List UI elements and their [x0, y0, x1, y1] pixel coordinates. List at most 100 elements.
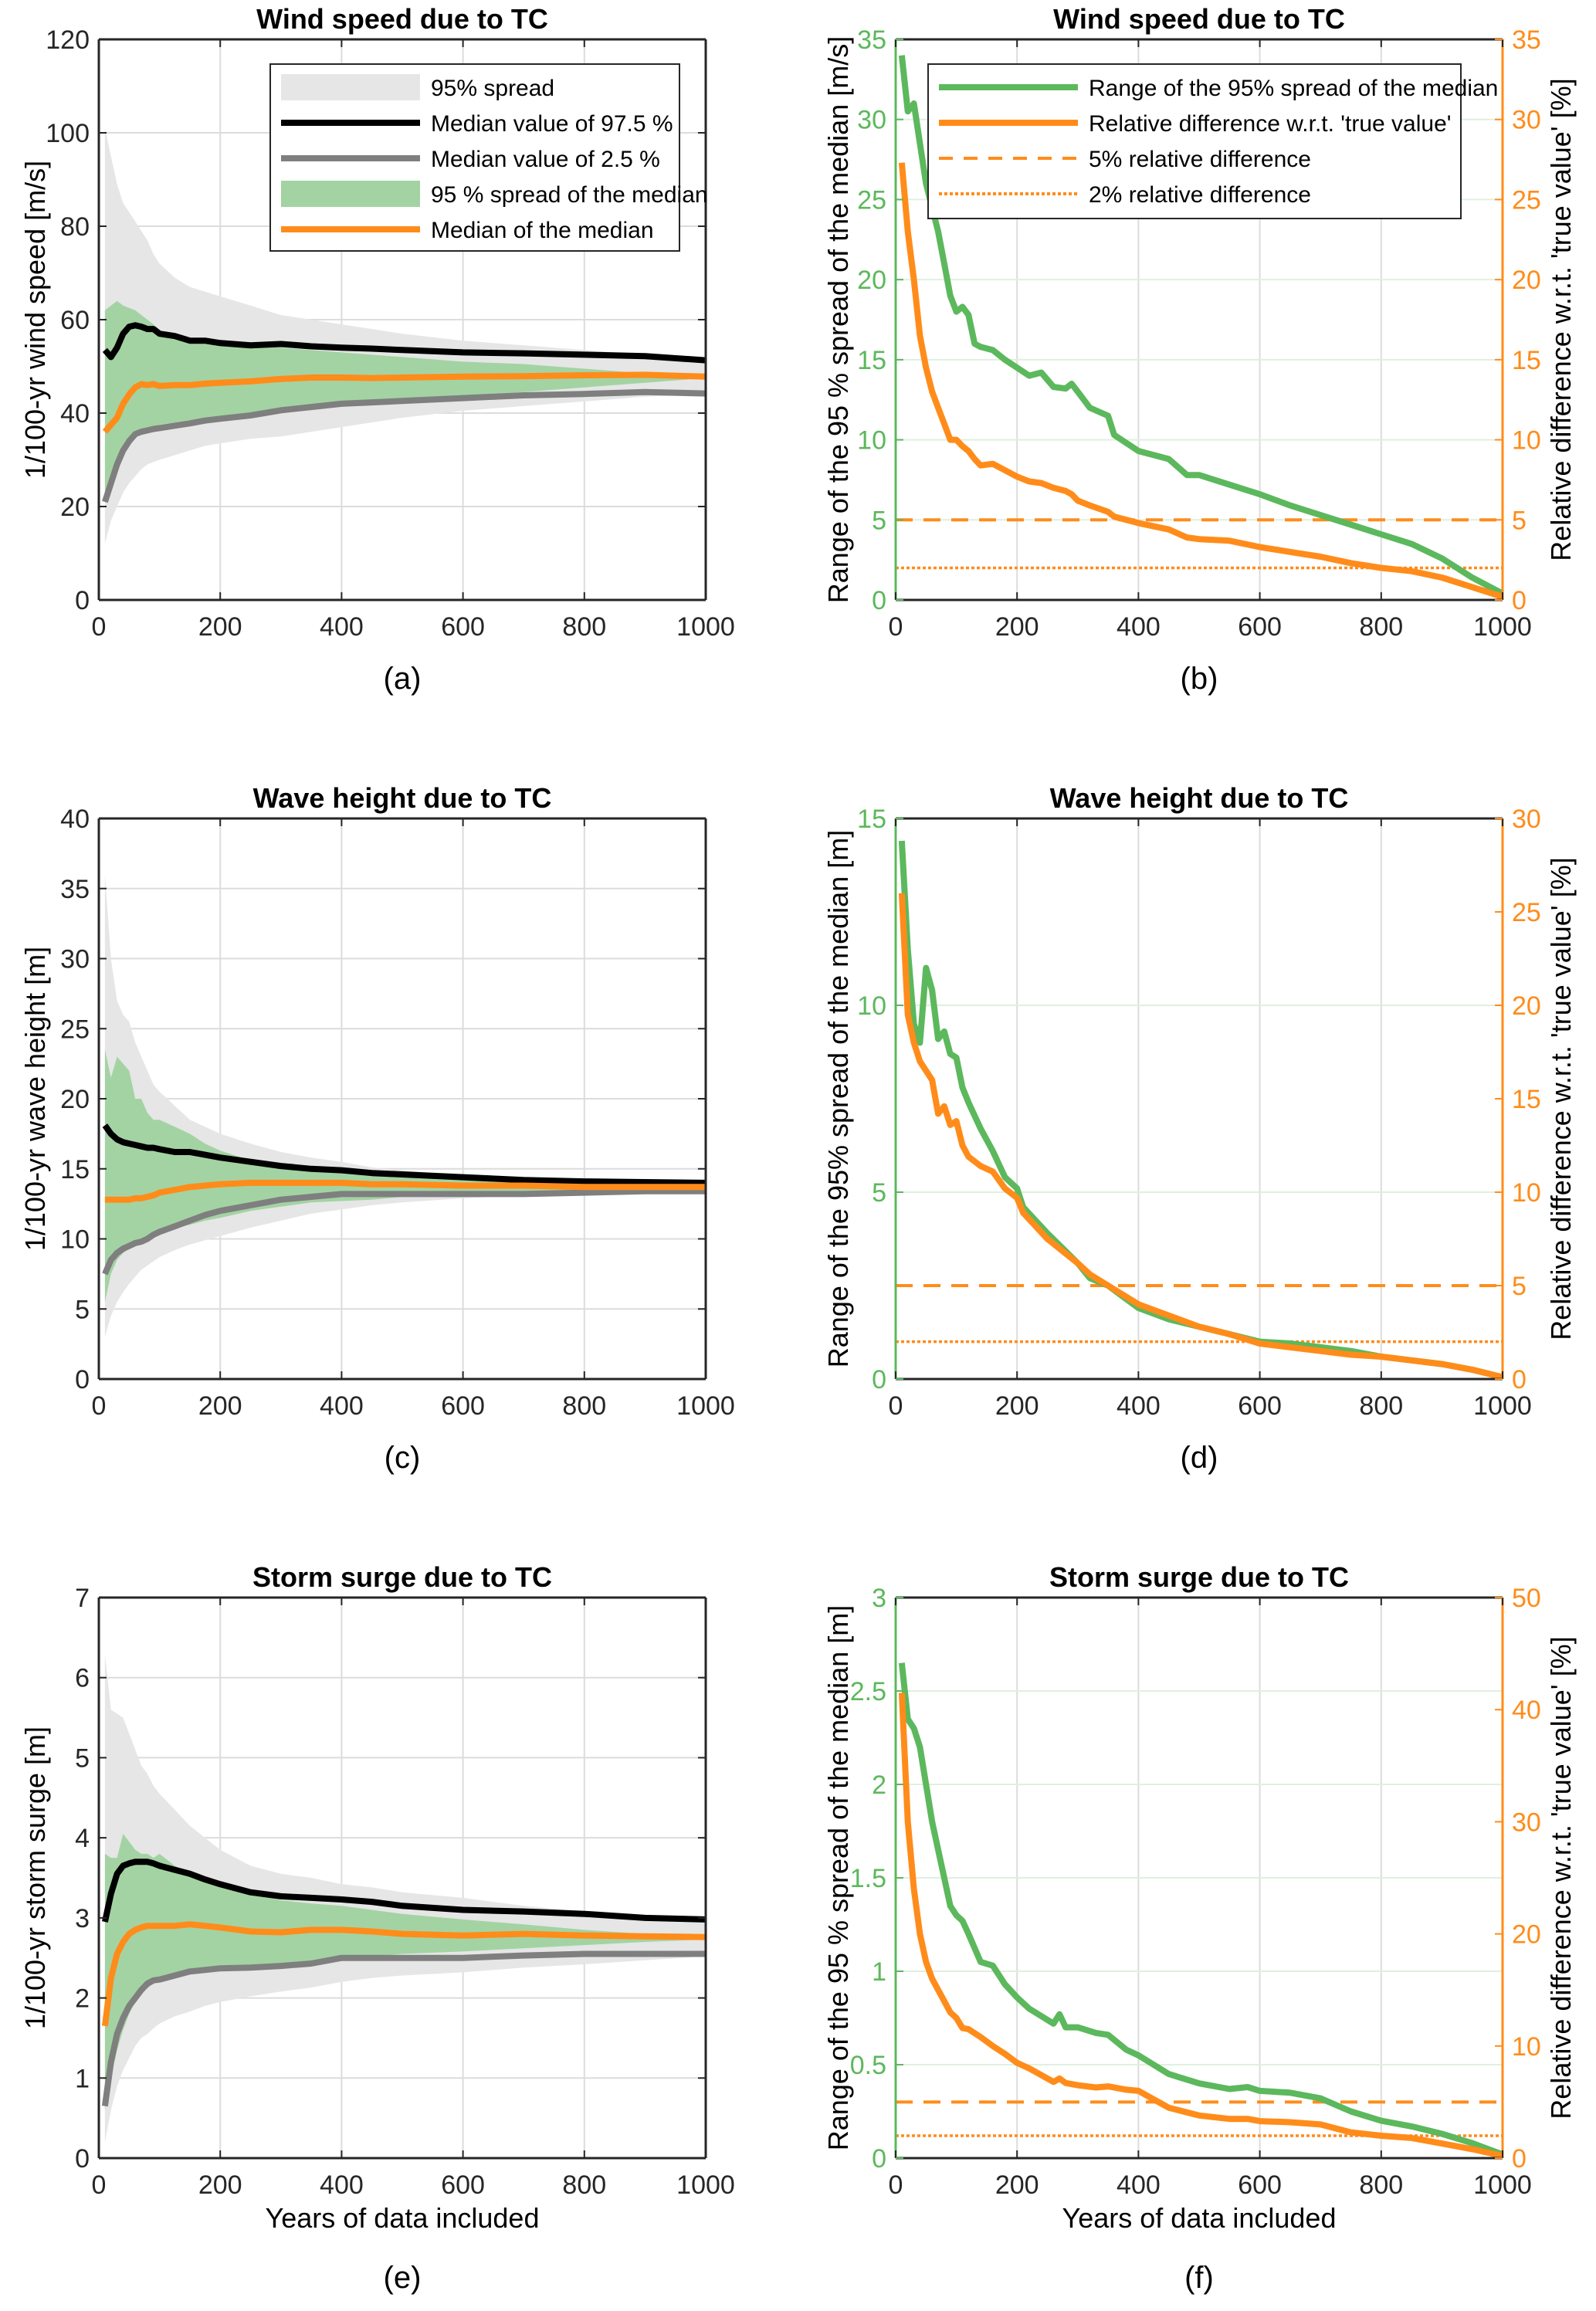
y-tick-label: 40 — [60, 399, 90, 429]
y-tick-label-right: 30 — [1512, 805, 1541, 834]
panel-label: (d) — [1181, 1441, 1218, 1475]
panel-b: 0 200 400 600 800 100005101520253035051015202… — [822, 3, 1577, 696]
y-tick-label: 35 — [60, 875, 90, 904]
y-axis-label: 1/100-yr wave height [m] — [19, 947, 51, 1251]
x-tick-label: 200 — [198, 2170, 242, 2200]
y-tick-label-right: 20 — [1512, 991, 1541, 1021]
legend-label: 5% relative difference — [1089, 147, 1311, 172]
y-tick-label: 1.5 — [850, 1864, 886, 1893]
y-tick-label: 1 — [872, 1957, 886, 1987]
y-tick-label: 15 — [60, 1155, 90, 1184]
series-line-orange — [898, 1693, 1503, 2160]
band-95-spread-of-median — [104, 1834, 706, 2110]
y-tick-label: 10 — [60, 1225, 90, 1255]
x-tick-label: 200 — [198, 612, 242, 642]
y-tick-label: 5 — [75, 1743, 90, 1773]
y-tick-label-right: 20 — [1512, 266, 1541, 295]
y-tick-label: 0 — [872, 2144, 886, 2174]
y-tick-label: 80 — [60, 212, 90, 242]
legend-swatch-spread95 — [281, 74, 420, 100]
plot-area — [896, 818, 1503, 1379]
y-tick-label-right: 5 — [1512, 506, 1527, 535]
band-95-spread — [104, 128, 706, 544]
y-tick-label-right: 20 — [1512, 1920, 1541, 1950]
y-tick-label: 0 — [75, 2144, 90, 2174]
y-axis-label: 1/100-yr wind speed [m/s] — [19, 161, 51, 479]
x-tick-label: 1000 — [1473, 1391, 1532, 1421]
x-tick-label: 400 — [320, 612, 364, 642]
x-tick-label: 200 — [995, 2170, 1039, 2200]
series-line-black — [102, 1123, 707, 1186]
x-tick-label: 1000 — [1473, 2170, 1532, 2200]
x-tick-label: 0 — [92, 1391, 107, 1421]
legend-label: Median of the median — [431, 218, 654, 243]
panel-e: 0 200 400 600 800 1000 0 1 2 3 4 5 6 7 Storm surge due… — [19, 1561, 735, 2295]
legend: Range of the 95% spread of the median Rel… — [927, 63, 1498, 219]
y-tick-label-right: 30 — [1512, 106, 1541, 135]
series-line-gray — [102, 1188, 706, 1276]
y-tick-label: 30 — [857, 106, 886, 135]
y-tick-label: 20 — [60, 1085, 90, 1114]
band-95-spread — [104, 1653, 706, 2143]
series-line-black — [102, 322, 707, 364]
y-tick-label: 15 — [857, 346, 886, 375]
panel-label: (f) — [1184, 2261, 1214, 2295]
y-tick-label-right: 15 — [1512, 346, 1541, 375]
y-tick-label: 25 — [60, 1015, 90, 1044]
y-tick-label: 5 — [872, 506, 886, 535]
y-tick-label-right: 30 — [1512, 1808, 1541, 1837]
series-line-gray — [102, 388, 707, 503]
band-95-spread — [104, 874, 706, 1337]
panel-label: (a) — [384, 662, 422, 696]
x-tick-label: 800 — [562, 1391, 606, 1421]
y-tick-label-right: 25 — [1512, 898, 1541, 927]
y-tick-label: 6 — [75, 1664, 90, 1693]
legend-swatch-spreadMedian — [281, 181, 420, 207]
x-tick-label: 1000 — [676, 612, 735, 642]
panel-c: 0 200 400 600 800 1000 0 5 10 15 20 25 30 35 40 Wave he… — [19, 782, 735, 1475]
y-axis-label: 1/100-yr storm surge [m] — [19, 1726, 51, 2029]
y-tick-label-right: 10 — [1512, 1178, 1541, 1208]
band-95-spread-of-median — [104, 300, 706, 493]
panel-title: Storm surge due to TC — [1049, 1561, 1349, 1593]
legend-label: Range of the 95% spread of the median — [1089, 76, 1498, 101]
y-tick-label: 15 — [857, 805, 886, 834]
y-tick-label-right: 0 — [1512, 2144, 1527, 2174]
y-axis-label-right: Relative difference w.r.t. 'true value' … — [1545, 857, 1577, 1340]
series-line-green — [898, 1662, 1504, 2157]
y-tick-label-right: 0 — [1512, 1365, 1527, 1394]
x-tick-label: 600 — [441, 1391, 485, 1421]
band-95-spread-of-median — [104, 1049, 706, 1303]
y-axis-label: Range of the 95 % spread of the median [… — [822, 36, 854, 603]
x-tick-label: 1000 — [1473, 612, 1532, 642]
y-tick-label: 7 — [75, 1584, 90, 1613]
y-tick-label: 2 — [75, 1984, 90, 2014]
y-tick-label: 4 — [75, 1824, 90, 1853]
x-tick-label: 600 — [1238, 612, 1282, 642]
x-tick-label: 200 — [995, 1391, 1039, 1421]
series-line-green — [898, 55, 1504, 597]
series-line-orange — [104, 1179, 706, 1203]
y-tick-label-right: 10 — [1512, 2032, 1541, 2062]
panel-f: 0 200 400 600 800 100000.511.522.530102030405… — [822, 1561, 1577, 2295]
x-tick-label: 800 — [1359, 612, 1403, 642]
y-tick-label-right: 15 — [1512, 1085, 1541, 1114]
x-tick-label: 600 — [1238, 2170, 1282, 2200]
y-axis-label-right: Relative difference w.r.t. 'true value' … — [1545, 78, 1577, 561]
y-tick-label: 0.5 — [850, 2051, 886, 2080]
x-tick-label: 400 — [1117, 2170, 1161, 2200]
x-tick-label: 0 — [889, 612, 903, 642]
x-tick-label: 800 — [562, 612, 606, 642]
x-tick-label: 1000 — [676, 1391, 735, 1421]
panel-title: Wind speed due to TC — [1053, 3, 1345, 35]
x-tick-label: 400 — [1117, 612, 1161, 642]
y-tick-label: 20 — [857, 266, 886, 295]
y-tick-label: 0 — [872, 586, 886, 615]
x-axis-label: Years of data included — [1062, 2202, 1337, 2234]
x-tick-label: 800 — [1359, 2170, 1403, 2200]
x-tick-label: 0 — [889, 1391, 903, 1421]
series-line-black — [101, 1859, 707, 1923]
y-axis-label-right: Relative difference w.r.t. 'true value' … — [1545, 1636, 1577, 2119]
y-tick-label-right: 40 — [1512, 1696, 1541, 1725]
